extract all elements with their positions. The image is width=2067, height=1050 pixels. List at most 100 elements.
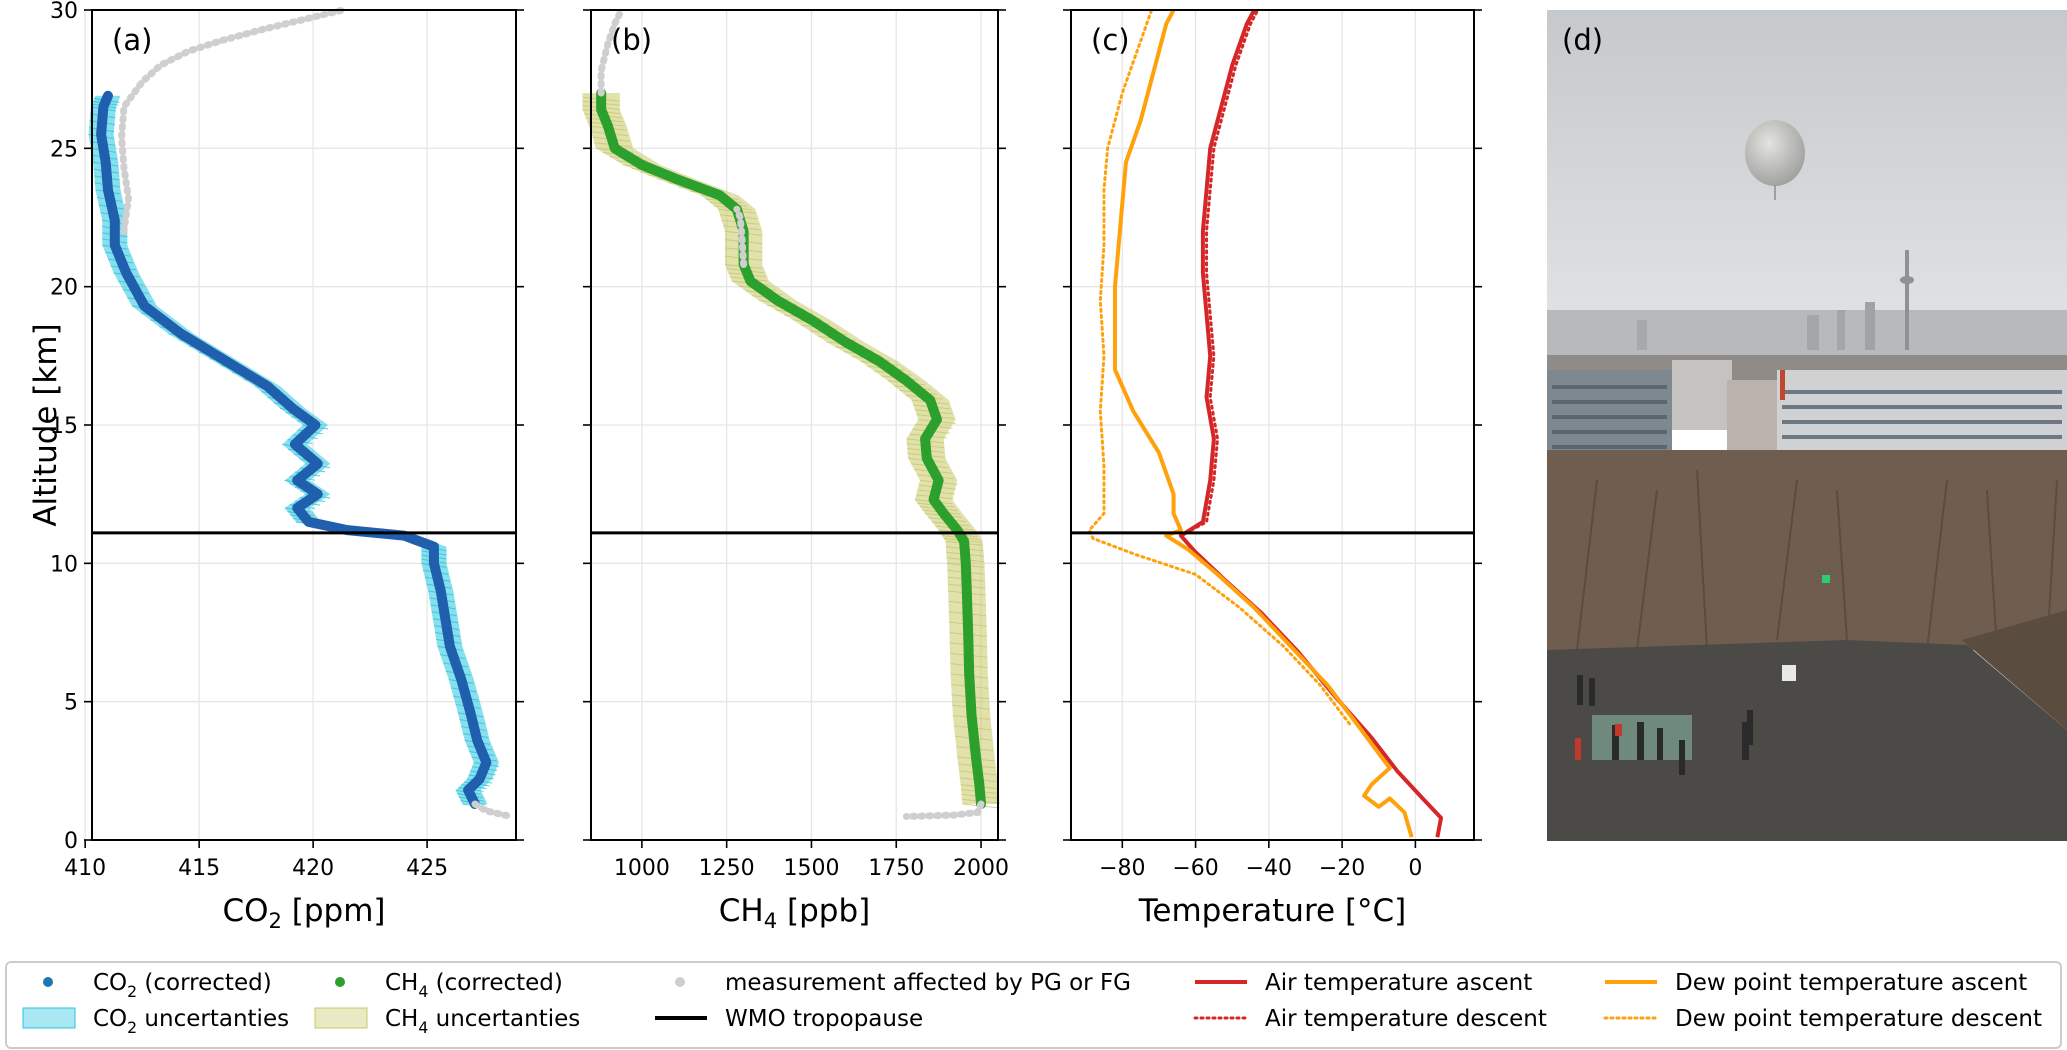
x-tick-label: 410 [64, 856, 106, 881]
x-tick-label: 1750 [868, 856, 924, 881]
legend-label: WMO tropopause [725, 1006, 923, 1032]
legend-item-ch4_unc: CH4 uncertanties [314, 1006, 580, 1037]
dew-point-ascent-line [1112, 9, 1414, 838]
y-tick-label: 10 [50, 552, 78, 577]
x-tick-label: 425 [406, 856, 448, 881]
x-axis-title-tail: [ppb] [777, 893, 870, 929]
panel-label: (b) [611, 23, 652, 57]
x-tick-label: −20 [1319, 856, 1365, 881]
balloon [1745, 120, 1805, 186]
x-axis-title: CH4 [ppb] [719, 893, 870, 933]
legend-marker [22, 1007, 76, 1029]
legend-label: Air temperature descent [1265, 1006, 1547, 1032]
x-axis-title-sub: 4 [764, 908, 777, 933]
legend-item-grey: measurement affected by PG or FG [675, 970, 1131, 996]
x-axis-title-tail: [ppm] [282, 893, 386, 929]
air-temperature-ascent-line [1178, 9, 1444, 838]
sky [1547, 10, 2067, 340]
affected-measurement-series [118, 6, 347, 235]
panel-label: (a) [112, 23, 152, 57]
legend-label: CH4 (corrected) [385, 970, 563, 1001]
x-tick-label: 0 [1408, 856, 1422, 881]
legend-label: CH4 uncertanties [385, 1006, 580, 1037]
ch4-profile-line [596, 88, 987, 810]
dew-point-descent-line [1087, 8, 1351, 726]
y-tick-label: 30 [50, 0, 78, 24]
x-tick-label: 1500 [783, 856, 839, 881]
trees [1547, 450, 2067, 650]
x-tick-label: −60 [1172, 856, 1218, 881]
affected-measurement-series [471, 800, 515, 820]
legend-item-dew_a: Dew point temperature ascent [1605, 970, 2027, 996]
legend-label: CO2 uncertanties [93, 1006, 289, 1037]
legend-label-main: measurement affected by PG or FG [725, 970, 1131, 996]
x-tick-label: −40 [1246, 856, 1292, 881]
x-axis-title-sub: 2 [269, 908, 282, 933]
co2-profile-line [96, 90, 492, 810]
legend-label-main: Air temperature ascent [1265, 970, 1532, 996]
legend-label-tail: (corrected) [428, 970, 563, 996]
affected-measurement-series [597, 6, 626, 97]
x-axis-title-main: CH [719, 893, 764, 929]
legend-item-trop: WMO tropopause [655, 1006, 923, 1032]
legend-label: CO2 (corrected) [93, 970, 272, 1001]
x-tick-label: 420 [292, 856, 334, 881]
legend-item-air_d: Air temperature descent [1193, 1006, 1547, 1032]
legend-box [5, 961, 2062, 1049]
legend-label-sub: 4 [418, 1018, 428, 1037]
legend-item-dew_d: Dew point temperature descent [1603, 1006, 2042, 1032]
legend-label-main: CH [385, 970, 418, 996]
y-tick-label: 5 [64, 691, 78, 716]
x-tick-label: 1000 [614, 856, 670, 881]
air-temperature-descent-line [1179, 8, 1260, 538]
y-tick-label: 0 [64, 829, 78, 854]
panel-b: 1000 1250 1500 1750 2000 (b) CH4 [ppb] [582, 6, 1009, 933]
uncertainty-band [582, 93, 1000, 805]
panel-a: 410 415 420 425 0 5 10 15 20 25 30 (a) CO2 [ppm] Alti… [28, 0, 524, 933]
x-axis-title-main: CO [222, 893, 268, 929]
legend-item-co2: CO2 (corrected) [43, 970, 272, 1001]
legend-label: Dew point temperature ascent [1675, 970, 2027, 996]
legend-label-sub: 4 [418, 982, 428, 1001]
legend-label-tail: uncertanties [428, 1006, 580, 1032]
panel-label: (c) [1091, 23, 1130, 57]
x-tick-label: 415 [178, 856, 220, 881]
x-axis-title: CO2 [ppm] [222, 893, 385, 933]
legend-marker [43, 977, 53, 987]
legend-label-main: Air temperature descent [1265, 1006, 1547, 1032]
y-tick-label: 25 [50, 137, 78, 162]
legend-label-main: Dew point temperature descent [1675, 1006, 2042, 1032]
building-right [1777, 370, 2067, 460]
legend-label-main: WMO tropopause [725, 1006, 923, 1032]
affected-measurement-series [902, 800, 985, 820]
legend-label: measurement affected by PG or FG [725, 970, 1131, 996]
legend-item-co2_unc: CO2 uncertanties [22, 1006, 289, 1037]
legend-marker [314, 1007, 368, 1029]
x-axis-title: Temperature [°C] [1138, 893, 1407, 929]
legend-label-sub: 2 [127, 1018, 137, 1037]
x-tick-label: −80 [1099, 856, 1145, 881]
legend-label-main: CO [93, 1006, 127, 1032]
legend-item-ch4: CH4 (corrected) [335, 970, 563, 1001]
y-tick-label: 15 [50, 414, 78, 439]
y-tick-label: 20 [50, 276, 78, 301]
legend-label-tail: (corrected) [137, 970, 272, 996]
legend-label-main: CH [385, 1006, 418, 1032]
legend-label: Air temperature ascent [1265, 970, 1532, 996]
legend-label-main: Dew point temperature ascent [1675, 970, 2027, 996]
x-tick-label: 1250 [699, 856, 755, 881]
launch-pad [1547, 640, 2067, 841]
photo-panel-label: (d) [1562, 23, 1603, 57]
legend-marker [675, 977, 685, 987]
legend-label-tail: uncertanties [137, 1006, 289, 1032]
photo-panel: (d) [1547, 10, 2067, 841]
legend-marker [335, 977, 345, 987]
legend-label-main: CO [93, 970, 127, 996]
x-tick-label: 2000 [953, 856, 1009, 881]
legend-label-sub: 2 [127, 982, 137, 1001]
legend-item-air_a: Air temperature ascent [1195, 970, 1532, 996]
tv-tower [1905, 250, 1909, 350]
